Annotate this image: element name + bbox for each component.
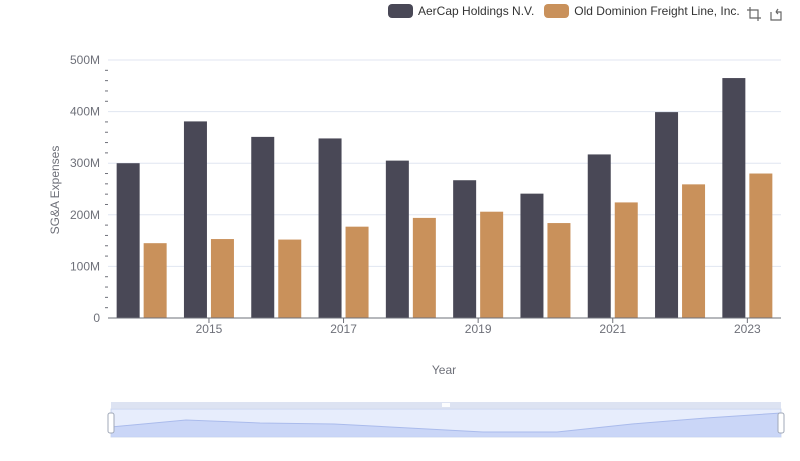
x-tick-label: 2023 [734, 322, 761, 336]
bar-old-dominion-2020[interactable] [547, 223, 571, 318]
x-tick-label: 2017 [330, 322, 357, 336]
x-tick-label: 2019 [465, 322, 492, 336]
bar-aercap-2014[interactable] [116, 163, 140, 318]
y-tick-label: 400M [70, 105, 100, 119]
bar-aercap-2016[interactable] [251, 136, 275, 318]
toolbox [746, 6, 784, 22]
x-axis: 2015 2017 2019 2021 2023 [108, 317, 781, 336]
bar-aercap-2015[interactable] [183, 121, 207, 319]
bar-aercap-2023[interactable] [722, 78, 746, 318]
x-tick-label: 2021 [599, 322, 626, 336]
y-tick-label: 500M [70, 53, 100, 67]
bar-old-dominion-2016[interactable] [278, 239, 302, 318]
zoom-slider-line [110, 412, 782, 433]
legend-label-aercap: AerCap Holdings N.V. [418, 4, 535, 18]
bar-old-dominion-2017[interactable] [345, 226, 369, 318]
bar-aercap-2018[interactable] [385, 160, 409, 318]
zoom-icon[interactable] [746, 6, 762, 22]
zoom-handle-left[interactable] [107, 412, 115, 434]
bar-old-dominion-2021[interactable] [614, 202, 638, 318]
legend-swatch-old-dominion [544, 4, 570, 18]
zoom-slider-grip[interactable] [442, 403, 450, 407]
bar-old-dominion-2019[interactable] [480, 211, 504, 318]
data-zoom-slider[interactable] [107, 402, 785, 438]
bar-aercap-2021[interactable] [587, 154, 611, 318]
y-tick-label: 200M [70, 208, 100, 222]
legend-label-old-dominion: Old Dominion Freight Line, Inc. [574, 4, 740, 18]
y-tick-label: 300M [70, 156, 100, 170]
bar-old-dominion-2022[interactable] [682, 184, 706, 318]
legend: AerCap Holdings N.V. Old Dominion Freigh… [388, 4, 740, 18]
bar-old-dominion-2018[interactable] [412, 217, 436, 318]
zoom-handle-right[interactable] [777, 412, 785, 434]
bar-aercap-2019[interactable] [453, 180, 477, 318]
bar-old-dominion-2015[interactable] [210, 239, 234, 318]
bar-aercap-2020[interactable] [520, 193, 544, 318]
zoom-slider-selection[interactable] [111, 409, 781, 437]
legend-item-aercap[interactable]: AerCap Holdings N.V. [388, 4, 534, 18]
legend-swatch-aercap [388, 4, 413, 18]
grid-lines [108, 59, 781, 267]
bar-aercap-2022[interactable] [655, 112, 679, 318]
bar-old-dominion-2014[interactable] [143, 243, 167, 318]
y-tick-label: 0 [93, 311, 100, 325]
x-axis-title: Year [432, 363, 456, 377]
bars [116, 78, 773, 319]
restore-icon[interactable] [768, 6, 784, 22]
bar-aercap-2017[interactable] [318, 138, 342, 318]
y-axis-ticks: 0 100M 200M 300M 400M 500M [70, 53, 108, 325]
x-tick-label: 2015 [196, 322, 223, 336]
y-axis-title: SG&A Expenses [48, 146, 62, 235]
zoom-slider-area [111, 413, 781, 437]
y-tick-label: 100M [70, 259, 100, 273]
legend-item-old-dominion[interactable]: Old Dominion Freight Line, Inc. [544, 4, 740, 18]
bar-old-dominion-2023[interactable] [749, 173, 773, 318]
